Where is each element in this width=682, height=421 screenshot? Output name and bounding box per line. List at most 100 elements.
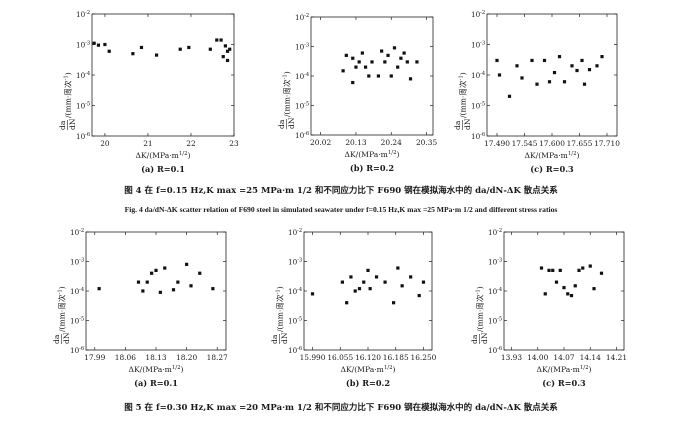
y-label-unit: /(mm·周次-1) [458,72,468,118]
y-tick-label: 10-5 [288,317,302,326]
y-label-unit: /(mm·周次-1) [275,286,285,332]
panel-subtitle: (c) R=0.3 [542,378,586,388]
data-point [360,51,364,55]
data-point [539,266,544,270]
x-axis-label: ΔK/(MPa·m1/2) [128,365,183,374]
fig5a-chart: 10-2 10-3 10-4 10-5 10-617.99 18.06 18.13 18.20… [52,228,228,388]
y-tick-label: 10-4 [76,71,91,80]
x-axis-label: ΔK/(MPa·m1/2) [135,151,190,160]
y-tick-label: 10-3 [70,258,84,267]
data-point [396,65,400,69]
y-label-denominator: dN [463,118,472,130]
panel-subtitle: (c) R=0.3 [530,164,574,174]
data-point [374,275,379,279]
data-point [569,293,574,298]
x-axis-label: ΔK/(MPa·m1/2) [524,151,579,160]
data-point [600,55,604,59]
figure5-caption-cn: 图 5 在 f=0.30 Hz,K max =20 MPa·m 1/2 和不同应… [124,403,558,413]
y-label-unit: /(mm·周次-1) [57,286,67,332]
x-tick-label: 18.06 [115,353,136,362]
y-tick-label: 10-6 [471,132,485,141]
y-tick-label: 10-6 [288,346,302,355]
data-point [396,266,400,270]
data-point [310,292,315,296]
data-point [107,49,111,53]
data-point [139,45,144,50]
data-point [577,268,581,272]
data-point [507,94,512,98]
data-point [154,53,159,57]
data-point [208,47,212,51]
data-point [392,46,397,50]
y-tick-label: 10-4 [295,72,310,81]
y-axis-label: da dN/(mm·周次-1) [453,72,472,130]
data-point [551,268,555,272]
fig4c-chart: 10-210-310-410-510-617.490 17.545 17.600 17… [453,10,620,174]
y-label-unit: /(mm·周次-1) [63,72,73,118]
data-point [351,56,355,60]
data-point [376,74,381,78]
data-point [341,69,345,73]
y-axis-label: da dN/(mm·周次-1) [52,286,71,344]
y-label-unit: /(mm·周次-1) [475,286,485,332]
y-axis-label: da dN/(mm·周次-1) [277,71,296,129]
data-point [552,70,557,75]
fig5c-chart: 10-2 10-3 10-4 10-5 10-613.93 14.00 14.07 14.14… [470,228,627,388]
x-tick-label: 17.600 [539,139,565,148]
x-tick-label: 22 [186,139,195,148]
x-tick-label: 14.00 [527,353,548,362]
data-point [547,80,552,84]
plot-frame [85,231,227,351]
y-tick-label: 10-4 [70,287,85,296]
data-point [198,271,202,275]
data-point [515,64,519,68]
x-tick-label: 14.21 [606,353,627,362]
data-point [340,280,344,284]
data-point [354,65,358,69]
data-point [409,275,413,279]
y-tick-label: 10-6 [295,131,309,140]
data-point [405,60,409,64]
data-point [588,264,592,268]
y-tick-label: 10-4 [488,287,503,296]
data-point [141,289,145,293]
data-point [575,68,579,73]
x-tick-label: 15.990 [300,353,326,362]
data-point [357,287,362,291]
data-point [520,76,524,80]
panel-subtitle: (a) R=0.1 [141,164,185,174]
data-point [178,47,182,51]
data-point [383,60,387,64]
data-point [357,60,361,64]
y-label-denominator: dN [287,117,296,129]
y-tick-label: 10-4 [288,287,303,296]
x-tick-label: 18.13 [145,353,166,362]
data-point [367,74,371,78]
data-point [570,64,574,68]
y-label-numerator: da [453,120,462,130]
data-point [345,301,349,305]
plot-frame [503,231,625,351]
y-tick-label: 10-2 [471,10,485,19]
x-tick-label: 20 [100,139,110,148]
y-label-numerator: da [270,334,279,344]
plot-frame [310,16,434,136]
data-point [580,58,584,63]
fig4b-chart: 10-2 10-3 10-4 10-5 10-620.02 20.13 20.24 20.35… [277,13,437,173]
plot-frame [486,13,618,137]
data-point [353,289,357,293]
data-point [547,268,551,272]
panel-subtitle: (b) R=0.2 [350,163,394,173]
data-point [363,65,368,69]
fig5b-chart: 10-210-310-410-510-615.990 16.055 16.120 16… [270,228,437,388]
x-tick-label: 21 [143,139,152,148]
y-tick-label: 10-5 [471,102,485,111]
data-point [176,280,180,284]
x-tick-label: 14.07 [553,353,574,362]
data-point [562,80,567,84]
data-point [362,280,366,284]
figure4-caption-cn: 图 4 在 f=0.15 Hz,K max =25 MPa·m 1/2 和不同应… [124,186,558,196]
data-point [221,55,225,59]
